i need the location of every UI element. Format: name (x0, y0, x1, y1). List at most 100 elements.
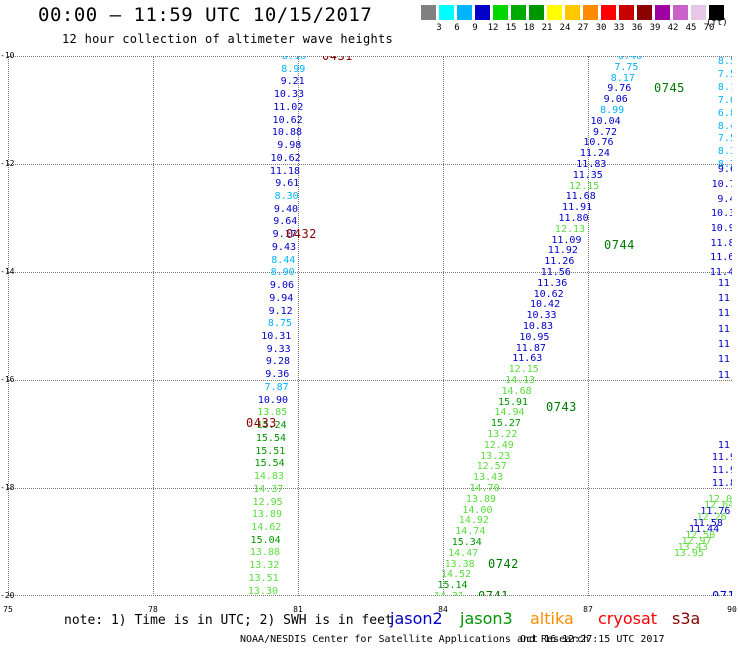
legend-swatch (601, 5, 616, 20)
legend-label: 24 (559, 23, 571, 33)
wave-height-value: 14.47 (448, 547, 479, 559)
wave-height-value: 6.81 (717, 107, 732, 119)
x-tick-label: 84 (438, 605, 448, 614)
satellite-jason3: jason3 (460, 609, 513, 628)
wave-height-value: 12.13 (554, 223, 586, 235)
map-subtitle: 12 hour collection of altimeter wave hei… (62, 32, 394, 46)
wave-height-value: 11.67 (710, 252, 732, 264)
legend-swatch (493, 5, 508, 20)
wave-height-value: 9.68 (717, 164, 732, 176)
wave-height-value: 8.44 (271, 254, 296, 266)
wave-height-value: 8.56 (717, 56, 732, 68)
wave-height-value: 10.95 (519, 331, 550, 343)
latitude-gridline (8, 380, 732, 381)
wave-height-value: 8.73 (717, 159, 732, 170)
wave-height-value: 11.93 (711, 465, 732, 476)
pass-time-label: 0743 (546, 400, 577, 414)
wave-height-value: 13.89 (465, 493, 497, 505)
wave-height-value: 11.87 (515, 342, 546, 354)
y-tick-label: -10 (0, 51, 15, 60)
map-title: 00:00 – 11:59 UTC 10/15/2017 (38, 4, 373, 26)
wave-height-value: 15.54 (255, 432, 286, 444)
wave-height-value: 9.06 (269, 280, 294, 292)
longitude-gridline (443, 56, 444, 596)
wave-height-value: 10.33 (273, 89, 304, 101)
legend-swatch (673, 5, 688, 20)
wave-height-value: 12.49 (483, 439, 514, 451)
legend-swatch (655, 5, 670, 20)
wave-height-value: 9.36 (265, 369, 290, 381)
wave-height-value: 11.7 (717, 439, 732, 451)
wave-height-value: 13.32 (249, 560, 280, 572)
wave-height-value: 9.61 (275, 178, 300, 190)
legend-label: 18 (523, 23, 535, 33)
legend-swatch (709, 5, 724, 20)
legend-label: 45 (685, 23, 697, 33)
legend-swatch (637, 5, 652, 20)
wave-height-value: 15.27 (490, 418, 521, 430)
wave-height-value: 13.95 (673, 547, 704, 559)
legend-unit: (ft) (706, 18, 728, 28)
wave-height-value: 12.50 (685, 529, 716, 541)
wave-height-value: 11.26 (544, 256, 575, 268)
legend-swatch (475, 5, 490, 20)
wave-height-value: 10.97 (710, 223, 732, 235)
wave-height-value: 9.48 (717, 193, 732, 205)
legend-swatch (691, 5, 706, 20)
wave-height-value: 10.31 (261, 331, 292, 343)
wave-height-value: 13.22 (487, 429, 518, 440)
wave-height-value: 11.5 (717, 293, 732, 305)
wave-height-value: 11.24 (579, 148, 610, 160)
y-tick-label: -14 (0, 267, 15, 276)
longitude-gridline (588, 56, 589, 596)
wave-height-value: 13.89 (251, 509, 282, 521)
wave-height-value: 9.98 (277, 140, 302, 152)
wave-height-value: 7.51 (717, 69, 732, 81)
wave-height-value: 14.94 (494, 407, 525, 419)
map-plot-area: 8.16 8.99 9.21 10.33 11.02 10.62 10.88 9.98 10.6… (8, 56, 732, 596)
footnote: note: 1) Time is in UTC; 2) SWH is in fe… (64, 613, 393, 628)
generation-timestamp: Oct 16 12:27:15 UTC 2017 (520, 634, 665, 645)
latitude-gridline (8, 164, 732, 165)
wave-height-value: 11.56 (540, 267, 571, 278)
wave-height-value: 13.38 (444, 558, 475, 570)
wave-height-value: 13.85 (257, 407, 288, 419)
legend-label: 70 (703, 23, 715, 33)
legend-swatch (421, 5, 436, 20)
wave-height-value: 9.72 (592, 126, 618, 138)
x-tick-label: 81 (293, 605, 303, 614)
wave-height-value: 12.97 (681, 535, 712, 547)
legend-swatch (439, 5, 454, 20)
wave-height-value: 9.21 (280, 76, 305, 88)
wave-height-value: 8.99 (281, 63, 306, 75)
wave-height-value: 8.90 (270, 267, 295, 279)
wave-height-value: 10.62 (272, 114, 303, 126)
wave-height-value: 11.92 (547, 245, 578, 257)
wave-height-value: 11.76 (700, 505, 731, 517)
wave-height-value: 11.6 (717, 308, 732, 320)
wave-height-value: 15.34 (451, 537, 482, 548)
wave-height-value: 14.92 (458, 515, 489, 527)
wave-height-value: 9.43 (271, 241, 296, 253)
legend-label: 42 (667, 23, 679, 33)
wave-height-value: 10.83 (522, 321, 553, 332)
wave-height-value: 14.13 (505, 375, 536, 386)
wave-height-value: 12.64 (704, 499, 732, 511)
longitude-gridline (298, 56, 299, 596)
pass-time-label: 0432 (286, 227, 317, 242)
wave-height-value: 11.02 (273, 101, 304, 113)
wave-height-value: 11.42 (709, 267, 732, 278)
wave-height-value: 11.36 (537, 277, 568, 289)
credit-line: NOAA/NESDIS Center for Satellite Applica… (240, 634, 590, 645)
wave-height-value: 8.75 (267, 318, 292, 330)
wave-height-value: 13.30 (247, 585, 278, 596)
wave-height-value: 11.3 (717, 339, 732, 350)
legend-label: 12 (487, 23, 499, 33)
wave-height-value: 10.04 (590, 115, 621, 127)
wave-height-value: 9.76 (607, 83, 632, 95)
wave-height-value: 8.17 (610, 72, 635, 84)
wave-height-value: 15.54 (254, 458, 285, 470)
pass-time-label: 0742 (488, 556, 519, 571)
wave-height-value: 14.00 (462, 504, 493, 516)
wave-height-value: 9.40 (273, 203, 298, 215)
